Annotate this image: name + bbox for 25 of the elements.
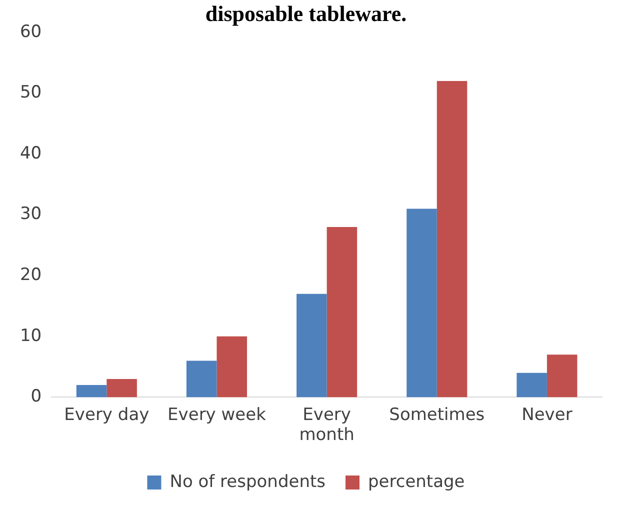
x-tick-label: Every month: [299, 404, 354, 446]
bar: [436, 81, 468, 398]
bar: [216, 336, 248, 398]
chart-title: disposable tableware.: [205, 0, 407, 26]
y-tick-label: 40: [20, 143, 42, 164]
legend-label: No of respondents: [170, 472, 326, 492]
y-tick-label: 20: [20, 265, 42, 286]
x-tick-label: Every week: [168, 404, 266, 425]
y-tick-label: 30: [20, 204, 42, 224]
y-tick-label: 10: [20, 326, 42, 346]
y-tick-label: 50: [20, 82, 42, 103]
bar: [186, 360, 217, 398]
bar: [406, 208, 437, 398]
bar: [76, 385, 107, 398]
y-tick-label: 60: [20, 22, 42, 42]
bar: [296, 294, 327, 398]
bar: [516, 372, 547, 398]
x-tick-label: Every day: [64, 404, 150, 425]
bar: [106, 378, 137, 398]
legend-label: percentage: [368, 472, 465, 492]
y-tick-label: 0: [30, 386, 42, 407]
x-tick-label: Never: [522, 404, 572, 425]
bar: [326, 226, 358, 398]
x-tick-label: Sometimes: [389, 404, 485, 425]
bar: [546, 354, 578, 398]
